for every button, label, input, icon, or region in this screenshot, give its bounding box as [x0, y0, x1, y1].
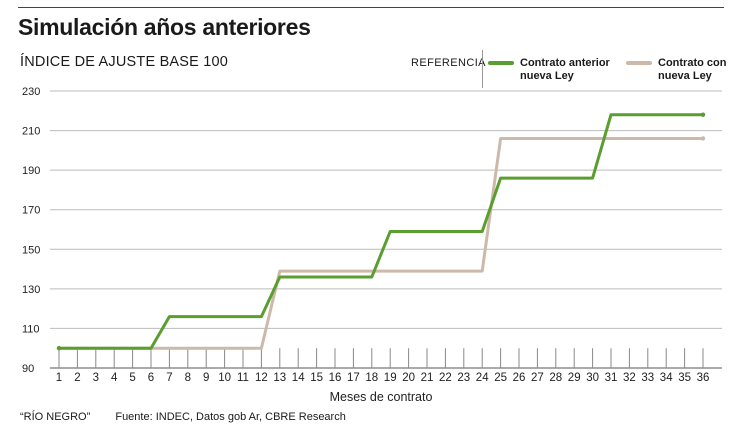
legend-heading: REFERENCIA — [411, 57, 486, 69]
x-tick-label: 11 — [237, 372, 249, 384]
x-tick-label: 19 — [384, 372, 397, 384]
x-tick-label: 2 — [74, 372, 80, 384]
x-tick-label: 14 — [292, 372, 305, 384]
legend-label: Contrato con nueva Ley — [658, 57, 726, 83]
x-tick-label: 18 — [365, 372, 378, 384]
x-tick-label: 29 — [568, 372, 581, 384]
x-tick-label: 30 — [586, 372, 599, 384]
legend-label-line1: Contrato con — [658, 57, 727, 69]
series-line — [57, 113, 705, 350]
x-tick-label: 3 — [93, 372, 99, 384]
x-tick-label: 5 — [129, 372, 135, 384]
chart-subtitle: ÍNDICE DE AJUSTE BASE 100 — [20, 54, 229, 70]
x-tick-label: 36 — [697, 372, 710, 384]
x-tick-label: 12 — [255, 372, 268, 384]
legend-label-line2: nueva Ley — [658, 70, 712, 82]
x-tick-label: 10 — [218, 372, 231, 384]
series-line — [57, 137, 705, 350]
chart-title: Simulación años anteriores — [18, 14, 311, 40]
legend-swatch-green — [488, 61, 514, 65]
x-axis-label: Meses de contrato — [330, 390, 433, 404]
x-tick-label: 13 — [273, 372, 286, 384]
x-tick-label: 9 — [203, 372, 209, 384]
x-tick-label: 15 — [310, 372, 323, 384]
x-tick-label: 21 — [421, 372, 434, 384]
y-tick-label: 110 — [22, 323, 40, 335]
series-point — [56, 346, 62, 351]
y-tick-label: 210 — [22, 126, 40, 138]
y-tick-label: 190 — [22, 165, 40, 177]
footer-credit: “RÍO NEGRO” — [20, 411, 91, 423]
x-tick-label: 34 — [660, 372, 673, 384]
legend-label-line2: nueva Ley — [520, 70, 574, 82]
x-tick-label: 20 — [402, 372, 415, 384]
x-tick-label: 1 — [56, 372, 62, 384]
legend-label-line1: Contrato anterior — [520, 57, 610, 69]
x-tick-label: 23 — [457, 372, 470, 384]
x-tick-label: 28 — [549, 372, 562, 384]
footer: “RÍO NEGRO” Fuente: INDEC, Datos gob Ar,… — [20, 411, 368, 423]
x-tick-label: 25 — [494, 372, 507, 384]
y-tick-label: 170 — [22, 205, 40, 217]
legend-separator — [482, 50, 483, 88]
x-tick-label: 7 — [166, 372, 172, 384]
x-tick-label: 4 — [111, 372, 118, 384]
x-tick-label: 31 — [605, 372, 618, 384]
y-tick-label: 230 — [22, 86, 40, 98]
x-tick-label: 26 — [513, 372, 526, 384]
x-tick-label: 32 — [623, 372, 636, 384]
series-point — [700, 136, 706, 141]
series-point — [700, 112, 706, 117]
x-tick-label: 24 — [476, 372, 489, 384]
x-tick-label: 22 — [439, 372, 452, 384]
legend-swatch-beige — [626, 61, 652, 65]
y-tick-label: 130 — [22, 284, 40, 296]
x-tick-label: 16 — [329, 372, 342, 384]
legend-label: Contrato anterior nueva Ley — [520, 57, 610, 83]
x-tick-label: 35 — [678, 372, 691, 384]
y-tick-label: 150 — [22, 244, 40, 256]
x-tick-label: 33 — [641, 372, 654, 384]
x-tick-label: 27 — [531, 372, 544, 384]
x-tick-label: 17 — [347, 372, 360, 384]
y-tick-label: 90 — [22, 363, 34, 375]
top-rule — [18, 7, 724, 8]
footer-source: Fuente: INDEC, Datos gob Ar, CBRE Resear… — [115, 411, 346, 423]
x-tick-label: 8 — [185, 372, 191, 384]
x-tick-label: 6 — [148, 372, 154, 384]
